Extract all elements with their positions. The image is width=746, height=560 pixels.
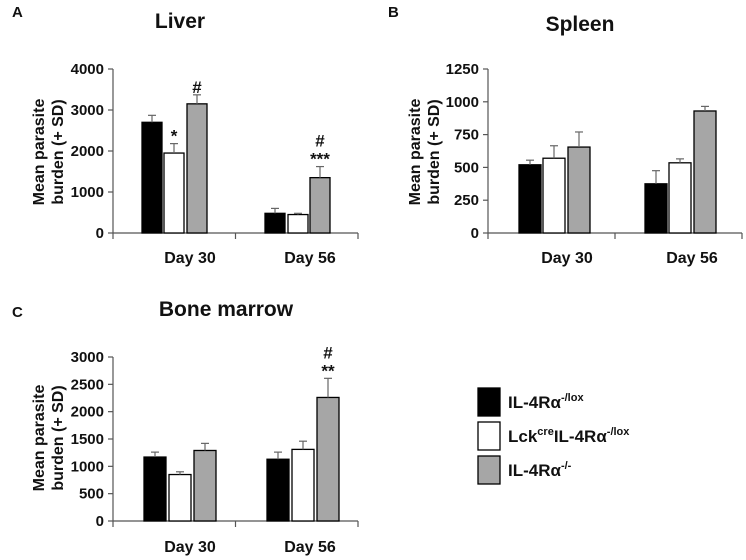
x-category-label: Day 30: [541, 250, 593, 267]
legend-label: IL-4Rα-/lox: [508, 392, 584, 412]
y-tick-label: 2000: [71, 143, 104, 160]
y-tick-label: 0: [96, 225, 104, 242]
legend: IL-4Rα-/lox LckcreIL-4Rα-/lox IL-4Rα-/-: [477, 387, 630, 485]
panel-letter: A: [12, 4, 23, 21]
y-axis-label: Mean parasite burden (+ SD): [31, 99, 67, 206]
chart-panel-a: A Liver Mean parasite burden (+ SD) 0 1000 200…: [12, 4, 359, 267]
y-axis-label-line: burden (+ SD): [50, 99, 67, 204]
bar: [291, 448, 315, 522]
bar: [693, 110, 717, 234]
bar: [316, 396, 340, 522]
x-category-label: Day 56: [284, 539, 336, 556]
y-tick-label: 1000: [446, 94, 479, 111]
y-tick-label: 3000: [71, 349, 104, 366]
y-tick-label: 0: [96, 513, 104, 530]
bar: [668, 162, 692, 234]
y-tick-label: 1500: [71, 431, 104, 448]
bar: [143, 456, 167, 522]
x-category-label: Day 30: [164, 539, 216, 556]
y-tick-label: 1250: [446, 61, 479, 78]
x-category-label: Day 56: [284, 250, 336, 267]
significance-mark: #: [315, 132, 325, 151]
bar: [193, 449, 217, 522]
significance-mark: #: [323, 343, 333, 362]
chart-panel-b: B Spleen Mean parasite burden (+ SD) 0 250 500…: [388, 4, 743, 267]
bar: [163, 152, 185, 234]
chart-title: Liver: [155, 10, 205, 33]
y-axis-label-line: burden (+ SD): [426, 99, 443, 204]
chart-title: Spleen: [546, 13, 615, 36]
y-axis-label: Mean parasite burden (+ SD): [31, 385, 67, 492]
bar: [141, 121, 163, 234]
x-category-label: Day 30: [164, 250, 216, 267]
y-tick-label: 1000: [71, 184, 104, 201]
significance-mark: ***: [310, 150, 330, 169]
y-tick-label: 500: [79, 486, 104, 503]
legend-swatch: [477, 421, 501, 451]
bar: [644, 183, 668, 234]
y-tick-label: 0: [471, 225, 479, 242]
x-category-label: Day 56: [666, 250, 718, 267]
y-tick-label: 500: [454, 159, 479, 176]
bar: [309, 176, 331, 234]
y-tick-label: 750: [454, 127, 479, 144]
y-axis-label-line: burden (+ SD): [50, 385, 67, 490]
legend-label: IL-4Rα-/-: [508, 460, 572, 480]
significance-mark: *: [171, 127, 178, 146]
chart-title: Bone marrow: [159, 298, 294, 321]
chart-panel-c: C Bone marrow Mean parasite burden (+ SD) 0 5…: [12, 298, 359, 556]
bar: [264, 212, 286, 234]
y-tick-label: 2500: [71, 376, 104, 393]
panel-letter: C: [12, 304, 23, 321]
y-axis-label-line: Mean parasite: [31, 385, 48, 492]
bar: [266, 458, 290, 522]
panel-letter: B: [388, 4, 399, 21]
y-tick-label: 3000: [71, 102, 104, 119]
bar: [168, 473, 192, 522]
legend-swatch: [477, 387, 501, 417]
legend-swatch: [477, 455, 501, 485]
y-tick-label: 1000: [71, 458, 104, 475]
significance-mark: **: [321, 361, 335, 380]
y-tick-label: 250: [454, 192, 479, 209]
y-axis-label-line: Mean parasite: [31, 99, 48, 206]
bar: [567, 146, 591, 234]
bar: [518, 164, 542, 234]
legend-label: LckcreIL-4Rα-/lox: [508, 426, 630, 446]
y-tick-label: 4000: [71, 61, 104, 78]
bar: [186, 103, 208, 234]
y-tick-label: 2000: [71, 404, 104, 421]
bar: [287, 213, 309, 234]
bar: [542, 157, 566, 234]
significance-mark: #: [192, 78, 202, 97]
y-axis-label-line: Mean parasite: [407, 99, 424, 206]
y-axis-label: Mean parasite burden (+ SD): [407, 99, 443, 206]
